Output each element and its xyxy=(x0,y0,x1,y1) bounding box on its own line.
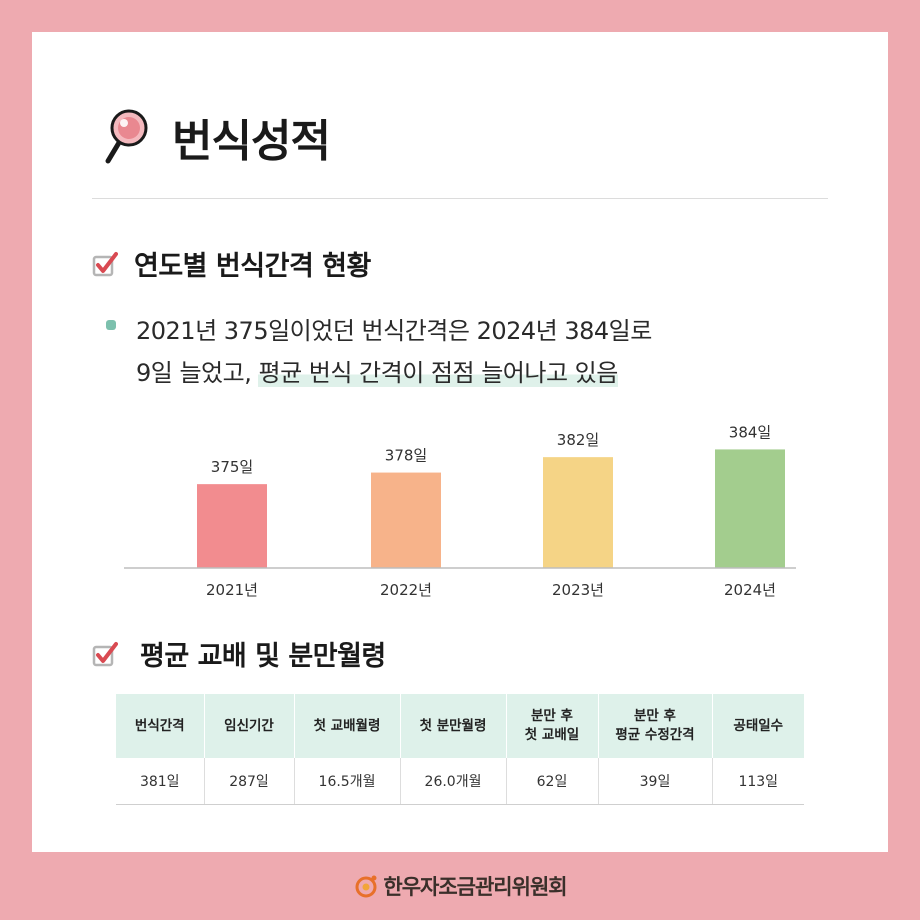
table-header-cell: 임신기간 xyxy=(204,694,295,758)
table-header-cell: 공태일수 xyxy=(712,694,804,758)
table-cell: 287일 xyxy=(204,758,295,805)
chart-tick-label: 2024년 xyxy=(724,581,776,599)
chart-bar xyxy=(543,457,613,568)
content-card: 번식성적 연도별 번식간격 현황 2021년 375일이었던 번식간격은 202… xyxy=(32,32,888,852)
table-cell: 113일 xyxy=(712,758,804,805)
breeding-interval-chart: 375일 2021년 378일 2022년 382일 2023년 384일 2024년 xyxy=(124,410,796,610)
summary-line2: 9일 늘었고, xyxy=(136,359,259,387)
chart-tick-label: 2022년 xyxy=(380,581,432,599)
table-row: 381일 287일 16.5개월 26.0개월 62일 39일 113일 xyxy=(116,758,804,805)
table-header-row: 번식간격 임신기간 첫 교배월령 첫 분만월령 분만 후 첫 교배일 분만 후 … xyxy=(116,694,804,758)
chart-tick-label: 2023년 xyxy=(552,581,604,599)
bullet-dot-icon xyxy=(106,320,116,330)
title-divider xyxy=(92,198,828,199)
chart-data-label: 384일 xyxy=(729,423,771,441)
summary-text: 2021년 375일이었던 번식간격은 2024년 384일로 9일 늘었고, … xyxy=(136,310,652,394)
chart-bar xyxy=(197,484,267,568)
title-row: 번식성적 xyxy=(102,102,331,172)
hanwoo-logo-icon xyxy=(355,875,377,898)
chart-data-label: 382일 xyxy=(557,431,599,449)
summary-highlight: 평균 번식 간격이 점점 늘어나고 있음 xyxy=(258,359,618,387)
table-header-cell: 분만 후 평균 수정간격 xyxy=(598,694,713,758)
chart-tick-label: 2021년 xyxy=(206,581,258,599)
section1-heading: 연도별 번식간격 현황 xyxy=(92,244,371,283)
table-header-cell: 첫 교배월령 xyxy=(294,694,401,758)
chart-data-label: 375일 xyxy=(211,458,253,476)
checkbox-checked-icon xyxy=(92,251,118,276)
chart-data-label: 378일 xyxy=(385,447,427,465)
table-cell: 381일 xyxy=(116,758,205,805)
table-cell: 62일 xyxy=(506,758,599,805)
table-cell: 39일 xyxy=(598,758,713,805)
breeding-table: 번식간격 임신기간 첫 교배월령 첫 분만월령 분만 후 첫 교배일 분만 후 … xyxy=(116,694,804,805)
table-cell: 16.5개월 xyxy=(294,758,401,805)
page-title: 번식성적 xyxy=(172,116,331,167)
chart-bar xyxy=(371,472,441,568)
table-header-cell: 분만 후 첫 교배일 xyxy=(506,694,599,758)
magnifier-icon xyxy=(105,109,148,164)
footer: 한우자조금관리위원회 xyxy=(0,868,920,904)
table-header-cell: 번식간격 xyxy=(116,694,205,758)
checkbox-checked-icon xyxy=(92,641,118,666)
table-cell: 26.0개월 xyxy=(400,758,507,805)
summary-line1: 2021년 375일이었던 번식간격은 2024년 384일로 xyxy=(136,317,652,345)
table-header-cell: 첫 분만월령 xyxy=(400,694,507,758)
breeding-table-wrap: 번식간격 임신기간 첫 교배월령 첫 분만월령 분만 후 첫 교배일 분만 후 … xyxy=(116,694,804,805)
bar-chart-svg: 375일 2021년 378일 2022년 382일 2023년 384일 2024년 xyxy=(124,423,796,599)
section1-title: 연도별 번식간격 현황 xyxy=(134,251,371,282)
org-name: 한우자조금관리위원회 xyxy=(383,875,567,899)
section2-heading: 평균 교배 및 분만월령 xyxy=(92,634,386,673)
chart-bar xyxy=(715,449,785,568)
section2-title: 평균 교배 및 분만월령 xyxy=(140,641,386,672)
